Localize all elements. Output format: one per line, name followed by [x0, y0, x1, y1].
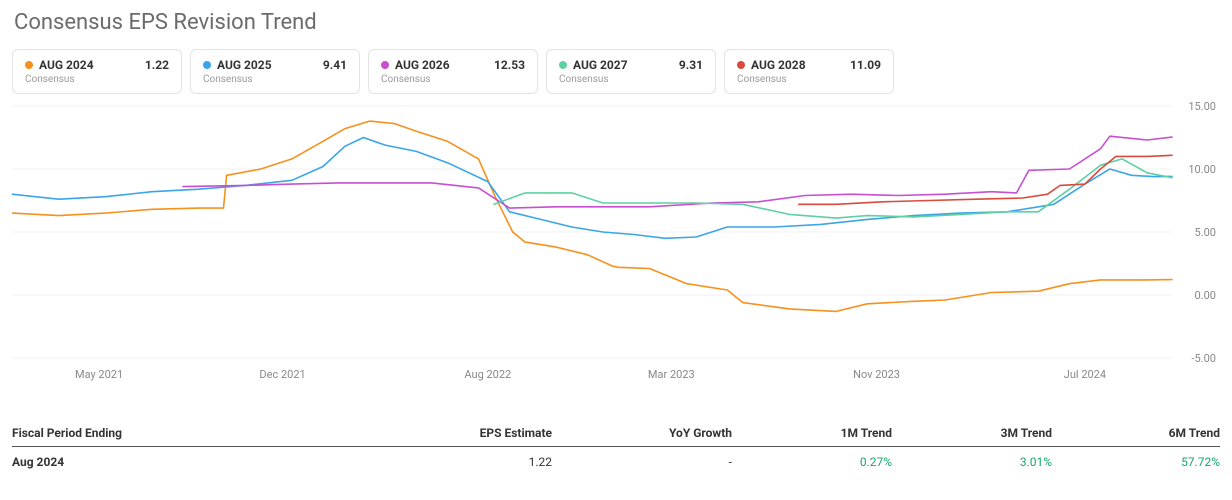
legend-label: AUG 2028 — [751, 58, 806, 72]
x-tick-label: Jul 2024 — [1064, 368, 1106, 381]
legend-card-0[interactable]: AUG 2024 1.22 Consensus — [12, 49, 182, 94]
legend-value: 9.41 — [323, 58, 347, 72]
legend-dot-icon — [25, 61, 33, 69]
y-tick-label: 0.00 — [1195, 289, 1216, 302]
th-1m: 1M Trend — [732, 426, 892, 440]
legend-card-2[interactable]: AUG 2026 12.53 Consensus — [368, 49, 538, 94]
table-header-row: Fiscal Period Ending EPS Estimate YoY Gr… — [12, 426, 1220, 447]
table-row: Aug 2024 1.22 - 0.27% 3.01% 57.72% — [12, 447, 1220, 469]
cell-1m: 0.27% — [732, 455, 892, 469]
legend-dot-icon — [381, 61, 389, 69]
page-title: Consensus EPS Revision Trend — [14, 10, 1220, 35]
th-3m: 3M Trend — [892, 426, 1052, 440]
legend-dot-icon — [203, 61, 211, 69]
th-6m: 6M Trend — [1052, 426, 1220, 440]
legend-label: AUG 2026 — [395, 58, 450, 72]
cell-eps: 1.22 — [372, 455, 552, 469]
y-tick-label: 5.00 — [1195, 226, 1216, 239]
cell-6m: 57.72% — [1052, 455, 1220, 469]
legend-sublabel: Consensus — [381, 74, 525, 85]
th-yoy: YoY Growth — [552, 426, 732, 440]
legend-card-4[interactable]: AUG 2028 11.09 Consensus — [724, 49, 894, 94]
legend-dot-icon — [559, 61, 567, 69]
legend-value: 1.22 — [145, 58, 169, 72]
cell-3m: 3.01% — [892, 455, 1052, 469]
series-line — [12, 138, 1172, 239]
legend-sublabel: Consensus — [737, 74, 881, 85]
x-tick-label: May 2021 — [75, 368, 123, 381]
legend-dot-icon — [737, 61, 745, 69]
cell-yoy: - — [552, 455, 732, 469]
y-tick-label: 15.00 — [1188, 102, 1216, 113]
chart-area: -5.00 0.00 5.00 10.00 15.00 May 2021 Dec 2021 A… — [12, 102, 1220, 402]
summary-table: Fiscal Period Ending EPS Estimate YoY Gr… — [12, 426, 1220, 469]
line-chart: -5.00 0.00 5.00 10.00 15.00 May 2021 Dec 2021 A… — [12, 102, 1220, 382]
cell-period: Aug 2024 — [12, 455, 372, 469]
x-tick-label: Dec 2021 — [259, 368, 305, 381]
x-tick-label: Nov 2023 — [853, 368, 900, 381]
legend-value: 11.09 — [850, 58, 881, 72]
th-eps: EPS Estimate — [372, 426, 552, 440]
series-line — [12, 121, 1172, 311]
legend-label: AUG 2027 — [573, 58, 628, 72]
legend-card-3[interactable]: AUG 2027 9.31 Consensus — [546, 49, 716, 94]
series-line — [799, 155, 1172, 204]
x-tick-label: Aug 2022 — [464, 368, 511, 381]
legend-sublabel: Consensus — [25, 74, 169, 85]
legend-label: AUG 2025 — [217, 58, 272, 72]
y-tick-label: -5.00 — [1192, 352, 1217, 365]
legend-sublabel: Consensus — [203, 74, 347, 85]
legend-value: 12.53 — [494, 58, 525, 72]
legend-label: AUG 2024 — [39, 58, 94, 72]
legend-card-1[interactable]: AUG 2025 9.41 Consensus — [190, 49, 360, 94]
legend-value: 9.31 — [679, 58, 703, 72]
legend-sublabel: Consensus — [559, 74, 703, 85]
x-tick-label: Mar 2023 — [648, 368, 695, 381]
y-tick-label: 10.00 — [1188, 163, 1216, 176]
legend-row: AUG 2024 1.22 Consensus AUG 2025 9.41 Consens… — [12, 49, 1220, 94]
th-period: Fiscal Period Ending — [12, 426, 372, 440]
